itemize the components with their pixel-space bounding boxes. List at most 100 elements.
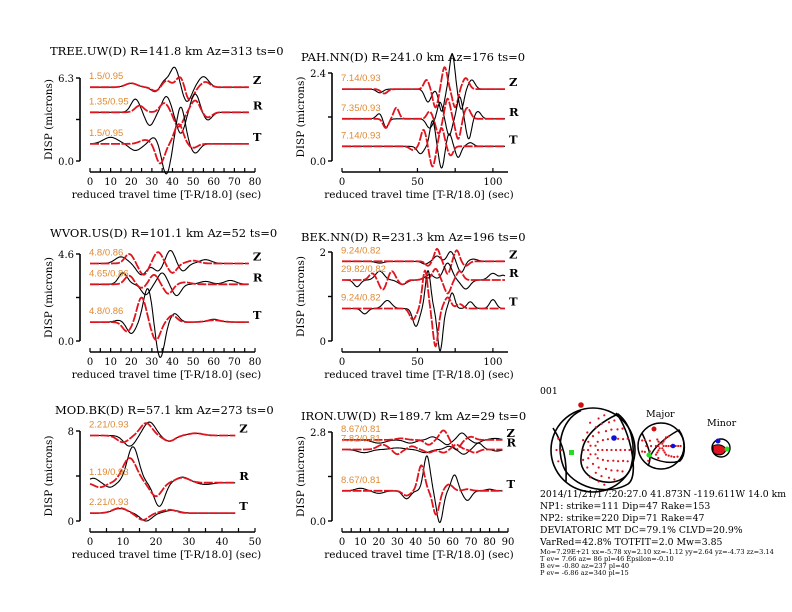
first-motion-dot (661, 447, 664, 450)
station-panel: BEK.NN(D) R=231.3 km Az=196 ts=0 0 2 DISP (… (295, 230, 526, 381)
x-tick-label: 70 (228, 357, 241, 368)
first-motion-dot (658, 447, 661, 450)
first-motion-dot (559, 448, 563, 452)
x-tick-label: 40 (216, 537, 229, 548)
shift-cc-label: 1.5/0.95 (89, 71, 123, 82)
trace-z: 7.14/0.93 Z (341, 53, 517, 112)
component-label: R (253, 270, 263, 284)
x-tick-label: 80 (249, 177, 262, 188)
major-label: Major (646, 409, 675, 420)
first-motion-dot (604, 467, 608, 470)
y-axis-label: DISP (microns) (295, 76, 307, 157)
first-motion-dot (645, 444, 648, 448)
first-motion-dot (657, 449, 660, 452)
x-tick-label: 0 (339, 357, 345, 368)
y-tick-label: 0.0 (58, 157, 74, 168)
major-nodal-plane-2 (649, 429, 686, 464)
first-motion-dot (662, 444, 665, 448)
first-motion-dot (647, 459, 650, 462)
synthetic-waveform (342, 443, 503, 456)
x-tick-label: 50 (187, 357, 200, 368)
first-motion-dot (616, 469, 619, 472)
shift-cc-label: 1.35/0.95 (89, 96, 129, 107)
x-tick-label: 0 (87, 357, 93, 368)
shift-cc-label: 9.24/0.82 (341, 293, 381, 304)
x-axis-label: reduced travel time [T-R/18.0] (sec) (72, 369, 262, 381)
x-tick-label: 40 (409, 537, 422, 548)
x-tick-label: 20 (373, 537, 386, 548)
t-axis-marker (578, 402, 584, 408)
first-motion-dot (601, 439, 605, 442)
panel-title: BEK.NN(D) R=231.3 km Az=196 ts=0 (301, 230, 526, 244)
y-axis-label: DISP (microns) (295, 436, 307, 517)
station-panel: MOD.BK(D) R=57.1 km Az=273 ts=0 0 8 DISP (m… (43, 403, 274, 561)
first-motion-dot (586, 466, 589, 469)
x-tick-label: 80 (483, 537, 496, 548)
shift-cc-label: 7.14/0.93 (341, 130, 381, 141)
panel-title: WVOR.US(D) R=101.1 km Az=52 ts=0 (50, 226, 277, 240)
observed-waveform (342, 269, 505, 352)
observed-waveform (90, 272, 249, 297)
first-motion-dot (617, 460, 620, 463)
x-tick-label: 0 (87, 537, 93, 548)
shift-cc-label: 7.14/0.93 (341, 73, 381, 84)
focal-mechanism-block: 001 Major Minor (539, 386, 786, 577)
first-motion-dot (596, 440, 599, 443)
x-tick-label: 60 (207, 177, 220, 188)
x-tick-label: 40 (166, 357, 179, 368)
x-axis-label: reduced travel time [T-R/18.0] (sec) (72, 189, 262, 201)
synthetic-waveform (342, 269, 505, 348)
first-motion-dot (673, 455, 676, 459)
first-motion-dot (589, 444, 592, 447)
component-label: T (509, 132, 518, 146)
p-axis-line: P ev= -6.86 az=340 pl=15 (540, 569, 629, 577)
first-motion-dot (663, 451, 666, 454)
observed-waveform (342, 119, 505, 169)
first-motion-dot (641, 450, 644, 453)
x-tick-label: 30 (183, 537, 196, 548)
trace-t: 9.24/0.82 T (341, 269, 518, 352)
first-motion-dot (658, 442, 661, 445)
x-tick-label: 20 (125, 177, 138, 188)
first-motion-dot (643, 439, 647, 442)
x-tick-label: 10 (117, 537, 130, 548)
shift-cc-label: 8.67/0.81 (341, 424, 381, 435)
y-axis-label: DISP (microns) (43, 79, 55, 160)
first-motion-dot (667, 454, 670, 457)
first-motion-dot (626, 460, 629, 463)
y-axis-label: DISP (microns) (43, 435, 55, 516)
first-motion-dot (656, 438, 659, 441)
first-motion-dot (657, 444, 660, 448)
shift-cc-label: 8.67/0.81 (341, 475, 381, 486)
event-id: 001 (540, 386, 558, 397)
first-motion-dot (622, 459, 625, 462)
moment-line: Mo=7.29E+21 xx=-5.78 xy=2.10 xz=-1.12 yy… (540, 548, 774, 556)
first-motion-dot (603, 483, 606, 486)
component-label: Z (253, 249, 261, 263)
first-motion-dot (616, 428, 619, 431)
first-motion-dot (665, 444, 668, 448)
first-motion-dot (589, 476, 592, 479)
synthetic-waveform (90, 99, 249, 128)
y-tick-label: 0 (320, 337, 326, 348)
first-motion-dot (600, 475, 603, 478)
x-tick-label: 0 (87, 177, 93, 188)
y-tick-label: 6.3 (58, 74, 74, 85)
first-motion-dot (614, 448, 618, 452)
component-label: R (239, 469, 249, 483)
first-motion-dot (582, 458, 585, 461)
x-tick-label: 60 (207, 357, 220, 368)
first-motion-dot (657, 456, 660, 460)
shift-cc-label: 1.5/0.95 (89, 128, 123, 139)
first-motion-dot (628, 448, 631, 452)
first-motion-dot (654, 444, 658, 448)
trace-z: 8.67/0.81 Z (341, 424, 515, 451)
first-motion-dot (664, 436, 668, 439)
panel-title: PAH.NN(D) R=241.0 km Az=176 ts=0 (301, 50, 525, 64)
first-motion-dot (621, 470, 624, 473)
first-motion-dot (617, 437, 620, 440)
major-b-marker (646, 452, 652, 458)
x-axis-label: reduced travel time [T-R/18.0] (sec) (324, 549, 514, 561)
y-tick-label: 0.0 (310, 517, 326, 528)
